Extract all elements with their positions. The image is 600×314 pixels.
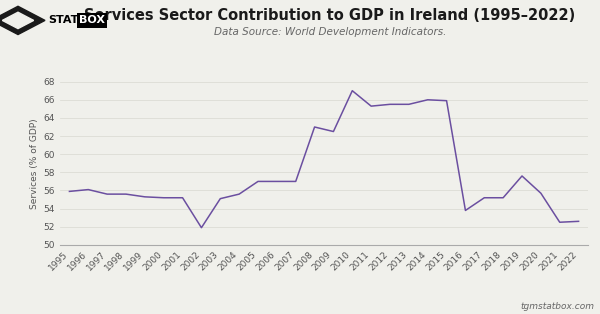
Text: BOX: BOX bbox=[79, 15, 105, 25]
Y-axis label: Services (% of GDP): Services (% of GDP) bbox=[31, 118, 40, 208]
Text: Services Sector Contribution to GDP in Ireland (1995–2022): Services Sector Contribution to GDP in I… bbox=[85, 8, 575, 23]
Text: STAT: STAT bbox=[48, 15, 79, 25]
Text: Data Source: World Development Indicators.: Data Source: World Development Indicator… bbox=[214, 27, 446, 37]
Text: tgmstatbox.com: tgmstatbox.com bbox=[520, 302, 594, 311]
